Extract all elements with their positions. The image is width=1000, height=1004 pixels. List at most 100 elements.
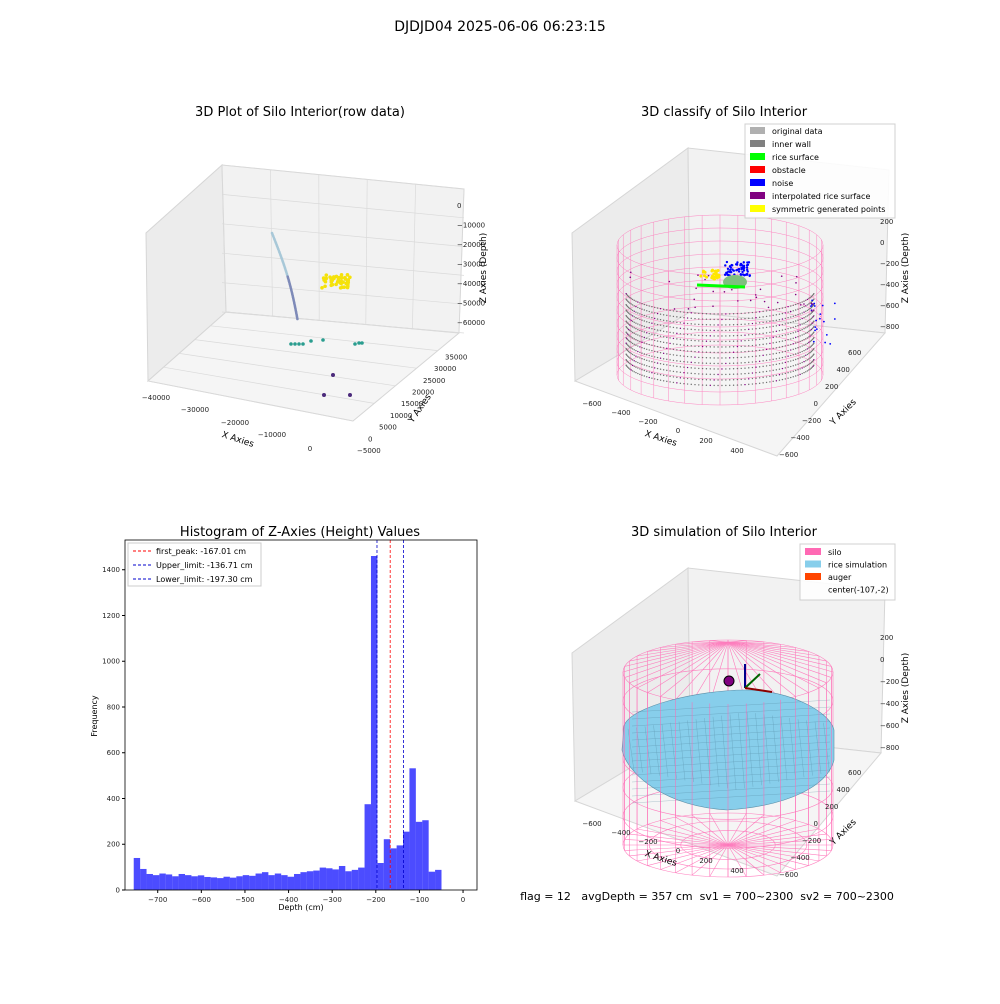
cls-wall-point xyxy=(805,333,806,334)
cls-wall-point xyxy=(779,369,780,370)
cls-wall-point xyxy=(755,334,756,335)
sim-legend-swatch xyxy=(805,548,821,555)
cls-wall-point xyxy=(710,341,711,342)
cls-wall-point xyxy=(628,318,629,319)
cls-wall-point xyxy=(808,342,809,343)
cls-wall-point xyxy=(779,363,780,364)
cls-interp-point xyxy=(768,307,770,309)
cls-wall-point xyxy=(801,345,802,346)
cls-wall-point xyxy=(795,304,796,305)
cls-sym-point xyxy=(715,270,718,273)
cls-wall-point xyxy=(807,359,808,360)
cls-wall-point xyxy=(673,349,674,350)
cls-wall-point xyxy=(706,324,707,325)
sim-y-tick: 200 xyxy=(825,803,838,811)
cls-wall-point xyxy=(741,318,742,319)
cls-wall-point xyxy=(725,341,726,342)
cls-wall-point xyxy=(776,342,777,343)
cls-wall-point xyxy=(748,362,749,363)
cls-wall-point xyxy=(808,325,809,326)
cls-wall-point xyxy=(729,324,730,325)
cls-wall-point xyxy=(669,332,670,333)
cls-wall-point xyxy=(748,334,749,335)
cls-noise-point xyxy=(740,273,742,275)
cls-noise-point xyxy=(819,318,821,320)
cls-wall-point xyxy=(805,360,806,361)
histogram-x-tick: −100 xyxy=(410,896,429,904)
cls-wall-point xyxy=(785,329,786,330)
cls-wall-point xyxy=(752,383,753,384)
cls-wall-point xyxy=(660,336,661,337)
histogram-bar xyxy=(403,832,409,890)
cls-z-tick: −800 xyxy=(880,323,899,331)
cls-wall-point xyxy=(694,373,695,374)
cls-interp-point xyxy=(630,271,632,273)
cls-sym-point xyxy=(703,274,706,277)
cls-wall-point xyxy=(630,358,631,359)
cls-wall-point xyxy=(744,384,745,385)
cls-wall-point xyxy=(741,324,742,325)
cls-noise-point xyxy=(724,264,726,266)
raw-point xyxy=(340,276,344,280)
cls-wall-point xyxy=(669,315,670,316)
cls-wall-point xyxy=(795,315,796,316)
cls-wall-point xyxy=(683,312,684,313)
cls-noise-point xyxy=(829,343,831,345)
cls-wall-point xyxy=(759,366,760,367)
cls-wall-point xyxy=(669,343,670,344)
cls-wall-point xyxy=(766,376,767,377)
cls-wall-point xyxy=(694,318,695,319)
cls-legend-swatch xyxy=(750,153,765,160)
histogram-bar xyxy=(307,871,313,890)
cls-wall-point xyxy=(759,317,760,318)
cls-wall-point xyxy=(676,371,677,372)
cls-wall-point xyxy=(698,351,699,352)
cls-wall-point xyxy=(797,336,798,337)
cls-wall-point xyxy=(666,337,667,338)
cls-wall-point xyxy=(782,340,783,341)
cls-wall-point xyxy=(637,329,638,330)
cls-wall-point xyxy=(657,351,658,352)
cls-wall-point xyxy=(752,317,753,318)
cls-wall-point xyxy=(803,372,804,373)
cls-wall-point xyxy=(649,322,650,323)
cls-wall-point xyxy=(641,375,642,376)
cls-wall-point xyxy=(733,357,734,358)
cls-wall-point xyxy=(803,350,804,351)
histogram-x-tick: −500 xyxy=(235,896,254,904)
cls-wall-point xyxy=(809,335,810,336)
cls-wall-point xyxy=(632,321,633,322)
figure-title: DJDJD04 2025-06-06 06:23:15 xyxy=(394,19,606,35)
cls-wall-point xyxy=(799,319,800,320)
panel-histogram: Histogram of Z-Axies (Height) Values −70… xyxy=(90,525,477,912)
cls-wall-point xyxy=(663,314,664,315)
cls-wall-point xyxy=(807,321,808,322)
cls-wall-point xyxy=(744,334,745,335)
histogram-bar xyxy=(358,868,364,890)
cls-wall-point xyxy=(654,312,655,313)
cls-wall-point xyxy=(634,316,635,317)
cls-wall-point xyxy=(772,315,773,316)
cls-wall-point xyxy=(676,322,677,323)
cls-wall-point xyxy=(813,354,814,355)
cls-wall-point xyxy=(779,352,780,353)
cls-wall-point xyxy=(729,352,730,353)
cls-noise-point xyxy=(726,261,728,263)
cls-x-tick: −600 xyxy=(582,400,601,408)
cls-wall-point xyxy=(733,335,734,336)
cls-wall-point xyxy=(737,351,738,352)
cls-wall-point xyxy=(799,302,800,303)
cls-wall-point xyxy=(725,335,726,336)
cls-wall-point xyxy=(787,323,788,324)
cls-wall-point xyxy=(680,339,681,340)
cls-interp-point xyxy=(760,289,762,291)
cls-wall-point xyxy=(762,333,763,334)
cls-wall-point xyxy=(687,339,688,340)
sim-y-tick: 400 xyxy=(837,786,850,794)
cls-wall-point xyxy=(713,319,714,320)
cls-wall-point xyxy=(710,319,711,320)
cls-wall-point xyxy=(797,353,798,354)
cls-wall-point xyxy=(809,357,810,358)
cls-interp-point xyxy=(704,279,706,281)
cls-wall-point xyxy=(649,316,650,317)
